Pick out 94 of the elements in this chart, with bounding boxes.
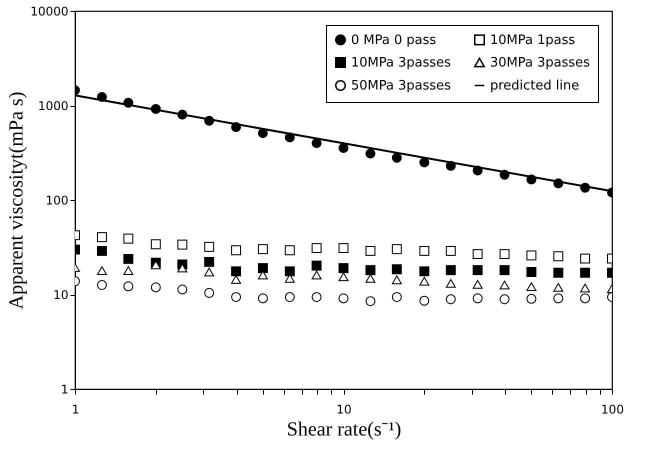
point [150,239,161,250]
point [446,265,456,276]
legend-label: 0 MPa 0 pass [351,32,436,48]
point [365,296,376,306]
point [258,263,268,274]
legend-label: 30MPa 3passes [490,56,590,70]
point [123,234,134,244]
point [96,280,107,290]
point [365,246,376,256]
point [472,280,483,289]
point [284,245,295,256]
point [231,275,242,284]
legend-label: 10MPa 3passes [351,56,452,70]
point [580,293,590,304]
point [150,282,161,292]
point [231,266,242,276]
x-tick-label: 100 [601,402,624,416]
point [580,254,590,264]
point [526,294,536,304]
point [96,232,107,242]
point [204,242,214,252]
point [123,254,134,264]
point [500,280,510,290]
point [177,284,188,294]
point [96,246,107,256]
point [392,264,402,274]
point [553,268,564,278]
point [312,292,322,302]
point [204,268,214,276]
point [472,293,483,304]
point [553,293,564,304]
point [204,256,214,267]
point [284,266,295,276]
y-tick-label: 1 [60,382,68,396]
point [580,268,590,278]
point [231,292,242,302]
point [392,292,402,302]
point [419,276,430,286]
point [446,294,456,304]
point [553,251,564,262]
point [419,246,430,256]
point [338,243,348,254]
point [500,249,510,260]
point [96,266,107,275]
point [284,292,295,302]
x-tick-label: 10 [336,402,352,416]
point [123,281,134,292]
point [312,243,322,254]
point [365,148,376,159]
point [231,245,242,256]
point [392,275,402,284]
point [312,260,322,271]
legend-label: predicted line [490,78,580,94]
point [419,296,430,306]
point [338,143,348,153]
y-tick-label: 100 [46,194,68,208]
point [500,294,510,304]
point [258,293,268,304]
point [338,263,348,274]
point [177,240,188,250]
point [419,266,430,276]
point [312,138,322,148]
y-tick-label: 1000 [38,99,68,113]
x-axis-title: Shear rate(s⁻¹) [286,418,402,440]
point [338,293,348,304]
point [553,282,564,292]
point [258,244,268,254]
point [472,249,483,260]
y-axis-title: Apparent viscosityt(mPa s) [5,92,28,310]
point [365,274,376,283]
point [446,246,456,256]
y-tick-label: 10000 [30,4,68,18]
point [312,270,322,280]
legend-label: 50MPa 3passes [351,78,452,94]
point [365,265,376,276]
point [526,267,536,277]
point [392,152,402,163]
point [338,272,348,282]
y-tick-label: 10 [53,288,68,302]
point [177,264,188,272]
legend-label: 10MPa 1pass [490,32,576,48]
point [419,157,430,168]
point [392,244,402,254]
point [123,266,134,275]
point [580,284,590,292]
x-tick-label: 1 [72,402,80,416]
point [526,282,536,292]
point [500,265,510,276]
point [204,288,214,298]
point [472,265,483,276]
point [284,274,295,283]
point [526,250,536,260]
point [446,279,456,288]
point [258,270,268,280]
